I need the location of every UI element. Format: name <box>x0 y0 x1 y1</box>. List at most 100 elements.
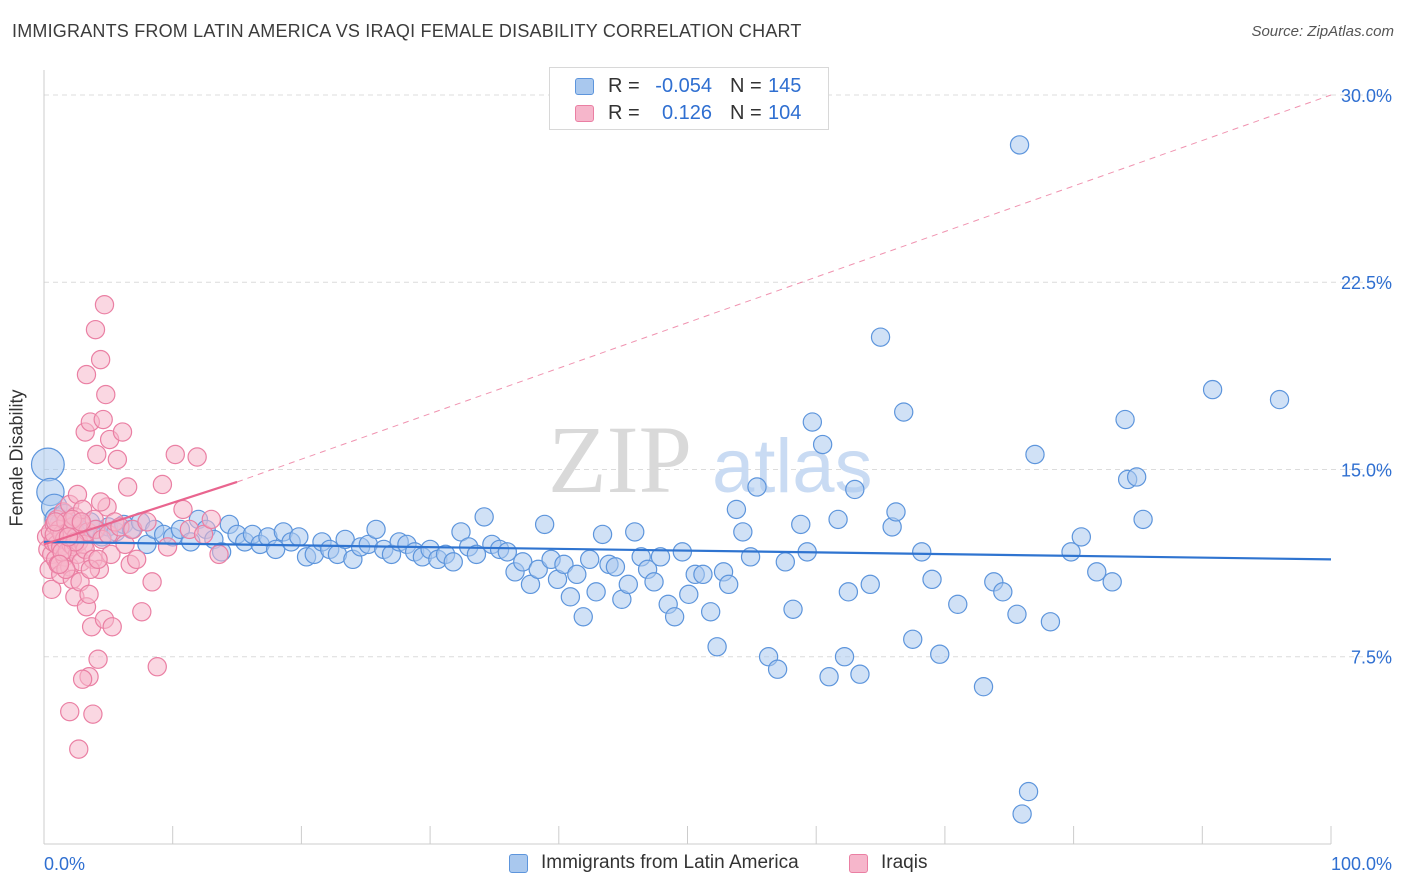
data-point-latin-america <box>791 514 811 535</box>
data-point-iraqis <box>93 409 113 430</box>
legend-n-label: N = <box>730 102 762 124</box>
data-point-latin-america <box>850 664 870 684</box>
x-tick-label-max: 100.0% <box>1331 854 1392 874</box>
data-point-latin-america <box>497 542 518 562</box>
legend-swatch-blue <box>575 78 594 95</box>
data-point-iraqis <box>79 584 99 605</box>
data-point-latin-america <box>819 667 839 687</box>
data-point-iraqis <box>173 499 193 520</box>
data-point-latin-america <box>767 659 788 679</box>
data-point-latin-america <box>1126 467 1147 487</box>
data-point-latin-america <box>838 582 859 602</box>
data-point-iraqis <box>107 449 128 470</box>
data-point-iraqis <box>87 444 107 465</box>
data-point-latin-america <box>605 557 626 577</box>
data-point-latin-america <box>567 564 587 585</box>
data-point-latin-america <box>451 522 471 542</box>
data-point-latin-america <box>894 402 914 422</box>
data-point-latin-america <box>912 542 932 562</box>
data-point-latin-america <box>870 327 891 347</box>
x-tick-label-min: 0.0% <box>44 854 85 874</box>
data-point-latin-america <box>1009 135 1030 155</box>
data-point-iraqis <box>209 544 229 565</box>
legend-n-value: 104 <box>768 102 802 124</box>
legend-r-label: R = <box>608 102 640 124</box>
data-point-iraqis <box>42 579 62 600</box>
data-point-latin-america <box>802 412 823 432</box>
y-tick-label: 22.5% <box>1341 273 1392 293</box>
data-point-iraqis <box>126 549 147 570</box>
bottom-legend-swatch-pink <box>849 854 868 873</box>
watermark-zip: ZIP <box>548 406 692 513</box>
legend-n-value: 145 <box>768 75 802 97</box>
trend-line-iraqis <box>43 480 238 546</box>
data-point-iraqis <box>72 669 93 689</box>
data-point-latin-america <box>592 524 613 545</box>
data-point-latin-america <box>860 574 880 595</box>
y-tick-label: 30.0% <box>1341 86 1392 106</box>
data-point-latin-america <box>573 607 593 627</box>
data-point-latin-america <box>783 599 803 619</box>
data-point-iraqis <box>201 509 222 530</box>
series-iraqis-points <box>36 295 229 759</box>
legend-n-label: N = <box>730 75 762 97</box>
data-point-iraqis <box>69 739 89 759</box>
data-point-latin-america <box>466 544 487 565</box>
data-point-latin-america <box>1102 572 1122 592</box>
data-point-latin-america <box>993 582 1013 602</box>
data-point-iraqis <box>85 319 106 340</box>
data-point-latin-america <box>672 542 693 562</box>
data-point-iraqis <box>90 492 111 512</box>
data-point-iraqis <box>147 657 167 677</box>
data-point-iraqis <box>76 364 97 385</box>
data-point-latin-america <box>560 587 581 607</box>
data-point-latin-america <box>1133 509 1153 530</box>
data-point-latin-america <box>707 637 727 657</box>
data-point-latin-america <box>733 522 753 542</box>
data-point-latin-america <box>1007 604 1027 624</box>
data-point-iraqis <box>112 422 133 442</box>
data-point-latin-america <box>586 582 606 602</box>
data-point-latin-america <box>664 607 685 627</box>
data-point-latin-america <box>1115 409 1135 430</box>
data-point-iraqis <box>132 602 152 622</box>
data-point-latin-america <box>693 564 713 585</box>
legend-r-value: -0.054 <box>655 75 712 97</box>
data-point-latin-america <box>1018 781 1039 802</box>
data-point-latin-america <box>625 522 645 542</box>
data-point-latin-america <box>528 559 548 580</box>
chart-title: IMMIGRANTS FROM LATIN AMERICA VS IRAQI F… <box>12 21 802 41</box>
legend-row-latin-america: R = -0.054 N = 145 <box>550 75 828 101</box>
correlation-legend: R = -0.054 N = 145 R = 0.126 N = 104 <box>549 67 829 130</box>
data-point-latin-america <box>700 602 721 622</box>
source-credit: Source: ZipAtlas.com <box>1251 23 1394 40</box>
data-point-latin-america <box>579 549 600 570</box>
data-point-iraqis <box>152 474 173 495</box>
data-point-latin-america <box>443 552 463 572</box>
data-point-latin-america <box>650 547 671 567</box>
data-point-iraqis <box>137 512 157 532</box>
data-point-iraqis <box>88 649 108 669</box>
data-point-iraqis <box>115 534 135 555</box>
data-point-latin-america <box>644 572 664 592</box>
data-point-latin-america <box>922 569 942 590</box>
data-point-latin-america <box>534 514 555 535</box>
data-point-iraqis <box>83 704 103 724</box>
data-point-latin-america <box>930 644 950 664</box>
data-point-iraqis <box>49 554 70 575</box>
data-point-latin-america <box>474 507 494 527</box>
data-point-latin-america <box>335 529 355 550</box>
data-point-iraqis <box>90 349 111 370</box>
data-point-iraqis <box>187 447 207 467</box>
data-point-latin-america <box>554 554 574 575</box>
data-point-latin-america <box>513 552 533 572</box>
data-point-latin-america <box>747 477 767 497</box>
legend-row-iraqis: R = 0.126 N = 104 <box>550 102 828 128</box>
data-point-iraqis <box>165 444 185 465</box>
data-point-latin-america <box>726 499 747 520</box>
data-point-latin-america <box>1202 379 1223 400</box>
data-point-latin-america <box>845 479 865 500</box>
y-axis-label: Female Disability <box>6 389 27 527</box>
trend-lines <box>43 94 1332 561</box>
trend-line-latin-america <box>43 540 1332 561</box>
